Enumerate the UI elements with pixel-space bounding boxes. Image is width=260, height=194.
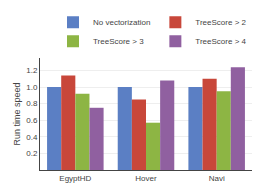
svg-text:Run time speed: Run time speed xyxy=(12,82,22,145)
svg-text:0.2: 0.2 xyxy=(26,149,38,158)
svg-text:Navi: Navi xyxy=(209,174,225,183)
svg-text:Hover: Hover xyxy=(135,174,157,183)
svg-text:No vectorization: No vectorization xyxy=(93,18,150,27)
svg-text:EgyptHD: EgyptHD xyxy=(59,174,91,183)
svg-text:TreeScore > 3: TreeScore > 3 xyxy=(93,37,144,46)
svg-text:1.0: 1.0 xyxy=(26,83,38,92)
svg-text:0.6: 0.6 xyxy=(26,116,38,125)
svg-text:0.4: 0.4 xyxy=(26,133,38,142)
svg-text:TreeScore > 2: TreeScore > 2 xyxy=(195,18,246,27)
svg-text:TreeScore > 4: TreeScore > 4 xyxy=(195,37,246,46)
svg-text:1.2: 1.2 xyxy=(26,66,38,75)
svg-text:0.8: 0.8 xyxy=(26,99,38,108)
